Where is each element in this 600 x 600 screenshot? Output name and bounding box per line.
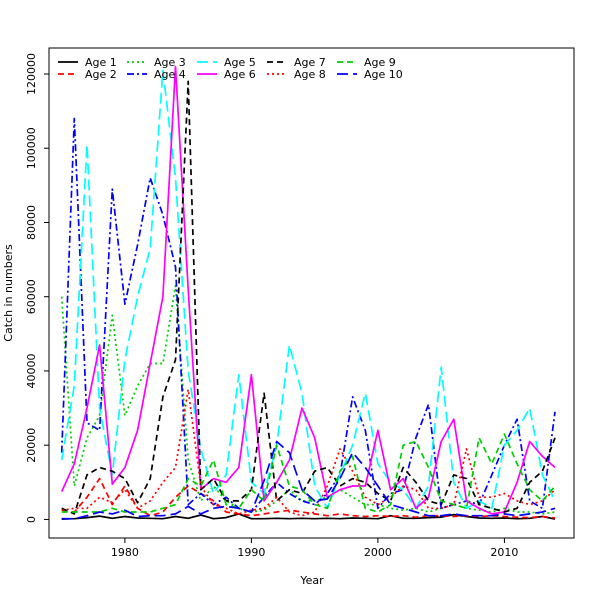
legend-label-age-4: Age 4 xyxy=(154,68,186,81)
x-tick-label-1990: 1990 xyxy=(237,546,265,559)
x-tick-label-1980: 1980 xyxy=(111,546,139,559)
legend-label-age-5: Age 5 xyxy=(224,56,256,69)
legend-label-age-6: Age 6 xyxy=(224,68,256,81)
y-tick-label-60000: 60000 xyxy=(25,279,38,314)
y-tick-label-20000: 20000 xyxy=(25,428,38,463)
y-tick-label-40000: 40000 xyxy=(25,353,38,388)
series-line-age-3 xyxy=(60,284,556,515)
legend-label-age-10: Age 10 xyxy=(364,68,403,81)
series-line-age-7 xyxy=(61,80,556,515)
y-tick-label-80000: 80000 xyxy=(25,205,38,240)
x-axis: 1980 1990 2000 2010 xyxy=(111,538,518,559)
y-axis: 0 20000 40000 60000 80000 100000 120000 xyxy=(25,53,49,523)
x-tick-label-2000: 2000 xyxy=(364,546,392,559)
series-line-age-10 xyxy=(61,440,556,520)
legend-label-age-2: Age 2 xyxy=(85,68,117,81)
x-axis-title: Year xyxy=(299,574,324,587)
y-axis-title: Catch in numbers xyxy=(2,244,15,342)
legend-label-age-8: Age 8 xyxy=(294,68,326,81)
series-layer xyxy=(60,65,556,520)
plot-frame xyxy=(48,47,575,539)
series-line-age-9 xyxy=(61,433,556,513)
legend-label-age-3: Age 3 xyxy=(154,56,186,69)
series-line-age-4 xyxy=(60,117,556,513)
series-line-age-5 xyxy=(60,69,556,510)
legend-label-age-7: Age 7 xyxy=(294,56,326,69)
y-tick-label-0: 0 xyxy=(25,516,38,523)
series-line-age-1 xyxy=(61,513,556,520)
y-tick-label-100000: 100000 xyxy=(25,127,38,169)
x-tick-label-2010: 2010 xyxy=(490,546,518,559)
legend-label-age-9: Age 9 xyxy=(364,56,396,69)
y-tick-label-120000: 120000 xyxy=(25,53,38,95)
series-line-age-8 xyxy=(61,388,556,517)
legend-label-age-1: Age 1 xyxy=(85,56,117,69)
series-line-age-6 xyxy=(60,65,556,515)
